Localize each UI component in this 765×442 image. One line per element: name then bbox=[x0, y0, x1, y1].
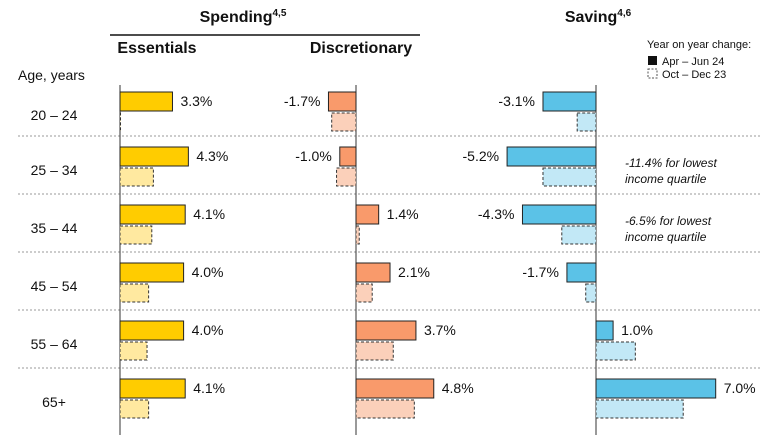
legend-swatch-dashed bbox=[647, 68, 658, 79]
bar-latest bbox=[355, 204, 380, 225]
data-label: 4.3% bbox=[196, 148, 228, 164]
bar-latest bbox=[506, 146, 597, 167]
bar-latest bbox=[119, 204, 186, 225]
data-label: 4.1% bbox=[193, 380, 225, 396]
bar-latest bbox=[595, 378, 717, 399]
bar-prior bbox=[119, 112, 121, 132]
category-label: 35 – 44 bbox=[31, 220, 78, 236]
bar-latest bbox=[355, 378, 435, 399]
bar-latest bbox=[566, 262, 597, 283]
bar-latest bbox=[119, 91, 173, 112]
spending-heading: Spending4,5 bbox=[200, 8, 287, 26]
bar-prior bbox=[119, 341, 148, 361]
data-label: -1.7% bbox=[522, 264, 559, 280]
category-label: 65+ bbox=[42, 394, 66, 410]
bar-prior bbox=[542, 167, 597, 187]
data-label: -3.1% bbox=[498, 93, 535, 109]
data-label: 4.1% bbox=[193, 206, 225, 222]
bar-prior bbox=[561, 225, 597, 245]
bar-latest bbox=[521, 204, 597, 225]
bar-prior bbox=[331, 112, 357, 132]
data-label: 3.7% bbox=[424, 322, 456, 338]
data-label: 2.1% bbox=[398, 264, 430, 280]
category-label: 20 – 24 bbox=[31, 107, 78, 123]
bar-latest bbox=[119, 262, 185, 283]
data-label: 3.3% bbox=[180, 93, 212, 109]
data-label: -4.3% bbox=[478, 206, 515, 222]
data-label: -5.2% bbox=[463, 148, 500, 164]
data-label: -1.0% bbox=[295, 148, 332, 164]
data-label: 7.0% bbox=[724, 380, 756, 396]
essentials-subheading: Essentials bbox=[117, 40, 196, 57]
bar-prior bbox=[119, 167, 154, 187]
annotation-text: -6.5% for lowest bbox=[625, 214, 712, 228]
bar-latest bbox=[355, 320, 417, 341]
legend-swatch-solid bbox=[648, 56, 657, 65]
bar-prior bbox=[336, 167, 357, 187]
bar-latest bbox=[542, 91, 597, 112]
bar-prior bbox=[576, 112, 597, 132]
category-label: 25 – 34 bbox=[31, 162, 78, 178]
bar-prior bbox=[585, 283, 597, 303]
saving-footnote-ref: 4,6 bbox=[617, 8, 631, 19]
data-label: 4.0% bbox=[192, 322, 224, 338]
data-label: -1.7% bbox=[284, 93, 321, 109]
data-label: 4.0% bbox=[192, 264, 224, 280]
annotation-text: income quartile bbox=[625, 172, 707, 186]
spending-footnote-ref: 4,5 bbox=[272, 8, 286, 19]
bar-prior bbox=[595, 341, 636, 361]
bar-prior bbox=[355, 341, 394, 361]
annotation-text: -11.4% for lowest bbox=[625, 156, 717, 170]
bar-latest bbox=[327, 91, 357, 112]
bar-latest bbox=[595, 320, 614, 341]
bar-latest bbox=[119, 320, 185, 341]
legend-label-dashed: Oct – Dec 23 bbox=[662, 69, 726, 81]
category-label: 55 – 64 bbox=[31, 336, 78, 352]
bar-prior bbox=[355, 283, 373, 303]
data-label: 4.8% bbox=[442, 380, 474, 396]
legend-label-solid: Apr – Jun 24 bbox=[662, 56, 724, 68]
saving-heading: Saving4,6 bbox=[565, 8, 632, 26]
y-axis-label: Age, years bbox=[18, 67, 85, 83]
bar-prior bbox=[595, 399, 684, 419]
bar-prior bbox=[119, 225, 153, 245]
annotation-text: income quartile bbox=[625, 230, 707, 244]
data-label: 1.0% bbox=[621, 322, 653, 338]
bar-prior bbox=[119, 283, 150, 303]
discretionary-subheading: Discretionary bbox=[310, 40, 412, 57]
category-label: 45 – 54 bbox=[31, 278, 78, 294]
bar-prior bbox=[355, 225, 360, 245]
data-label: 1.4% bbox=[387, 206, 419, 222]
bar-latest bbox=[339, 146, 357, 167]
bar-prior bbox=[355, 399, 415, 419]
bar-latest bbox=[119, 146, 189, 167]
legend-title: Year on year change: bbox=[647, 39, 751, 51]
bar-latest bbox=[119, 378, 186, 399]
bar-latest bbox=[355, 262, 391, 283]
bar-prior bbox=[119, 399, 150, 419]
